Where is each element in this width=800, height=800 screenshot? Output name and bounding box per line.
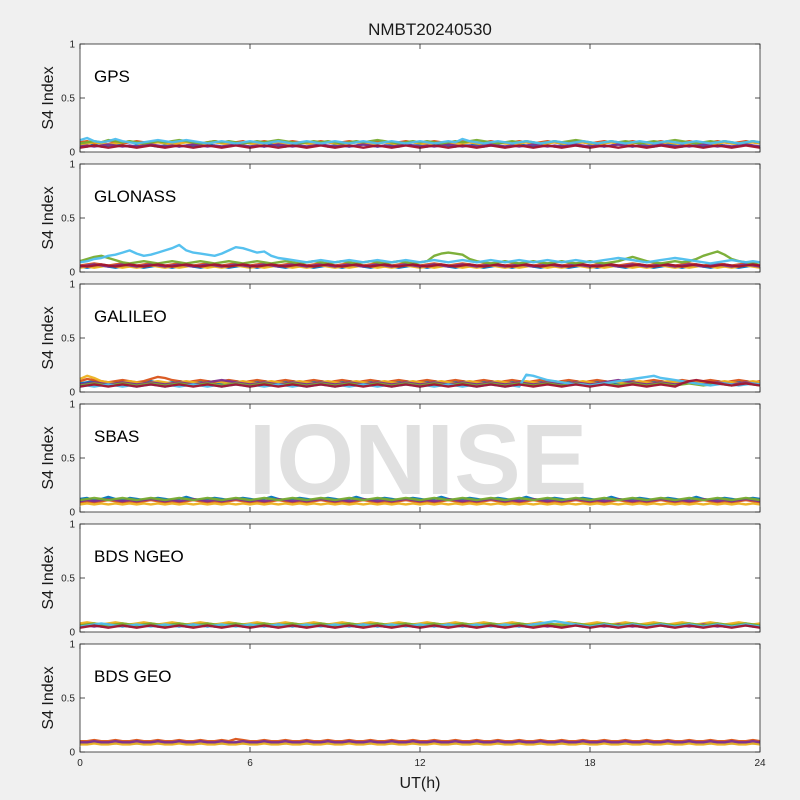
y-tick-label: 0 xyxy=(69,508,75,519)
y-tick-label: 0.5 xyxy=(61,694,75,705)
plot-area xyxy=(80,644,760,752)
panel-label: BDS NGEO xyxy=(94,547,184,566)
panel-bds-geo: 0 0.5 1 BDS GEO S4 Index xyxy=(40,640,761,759)
panels-group: 0 0.5 1 GPS S4 Index 0 0.5 1 GLONASS S4 Index 0 0.5… xyxy=(40,40,766,770)
series-line xyxy=(79,502,761,506)
y-tick-label: 0 xyxy=(69,628,75,639)
y-axis-label: S4 Index xyxy=(40,66,57,129)
y-tick-label: 1 xyxy=(69,280,75,291)
panel-label: GLONASS xyxy=(94,187,176,206)
y-axis-label: S4 Index xyxy=(40,186,57,249)
panel-label: GPS xyxy=(94,67,130,86)
plot-area xyxy=(80,404,760,512)
series-line xyxy=(79,374,761,385)
series-line xyxy=(79,378,761,388)
y-tick-label: 0 xyxy=(69,748,75,759)
y-tick-label: 0 xyxy=(69,388,75,399)
y-tick-label: 1 xyxy=(69,160,75,171)
series-line xyxy=(80,742,761,746)
plot-area xyxy=(80,44,760,152)
y-tick-label: 0.5 xyxy=(61,214,75,225)
y-tick-label: 0 xyxy=(69,148,75,159)
y-tick-label: 1 xyxy=(69,640,75,651)
y-tick-label: 1 xyxy=(69,400,75,411)
panel-sbas: 0 0.5 1 SBAS S4 Index xyxy=(40,400,761,519)
y-tick-label: 0.5 xyxy=(61,334,75,345)
x-tick-label: 12 xyxy=(414,758,426,769)
x-tick-label: 18 xyxy=(584,758,596,769)
x-tick-label: 24 xyxy=(754,758,766,769)
plot-area xyxy=(80,284,760,392)
y-tick-label: 0 xyxy=(69,268,75,279)
series-line xyxy=(80,740,761,744)
y-axis-label: S4 Index xyxy=(40,666,57,729)
panel-label: BDS GEO xyxy=(94,667,171,686)
series-line xyxy=(79,243,761,265)
series-line xyxy=(79,136,761,145)
watermark: IONISE xyxy=(249,404,588,516)
y-tick-label: 1 xyxy=(69,520,75,531)
x-tick-label: 0 xyxy=(77,758,83,769)
series-line xyxy=(79,496,761,502)
plot-area xyxy=(80,524,760,632)
panel-label: GALILEO xyxy=(94,307,167,326)
y-tick-label: 0.5 xyxy=(61,454,75,465)
y-axis-label: S4 Index xyxy=(40,546,57,609)
panel-glonass: 0 0.5 1 GLONASS S4 Index xyxy=(40,160,761,279)
plot-area xyxy=(80,164,760,272)
y-tick-label: 1 xyxy=(69,40,75,51)
y-tick-label: 0.5 xyxy=(61,574,75,585)
x-axis-label: UT(h) xyxy=(400,775,441,792)
x-tick-label: 6 xyxy=(247,758,253,769)
panel-label: SBAS xyxy=(94,427,139,446)
series-line xyxy=(79,263,761,268)
panel-bds-ngeo: 0 0.5 1 BDS NGEO S4 Index xyxy=(40,520,761,639)
y-tick-label: 0.5 xyxy=(61,94,75,105)
panel-galileo: 0 0.5 1 GALILEO S4 Index xyxy=(40,280,761,399)
y-axis-label: S4 Index xyxy=(40,306,57,369)
y-axis-label: S4 Index xyxy=(40,426,57,489)
panel-gps: 0 0.5 1 GPS S4 Index xyxy=(40,40,761,159)
figure-title: NMBT20240530 xyxy=(368,20,492,39)
